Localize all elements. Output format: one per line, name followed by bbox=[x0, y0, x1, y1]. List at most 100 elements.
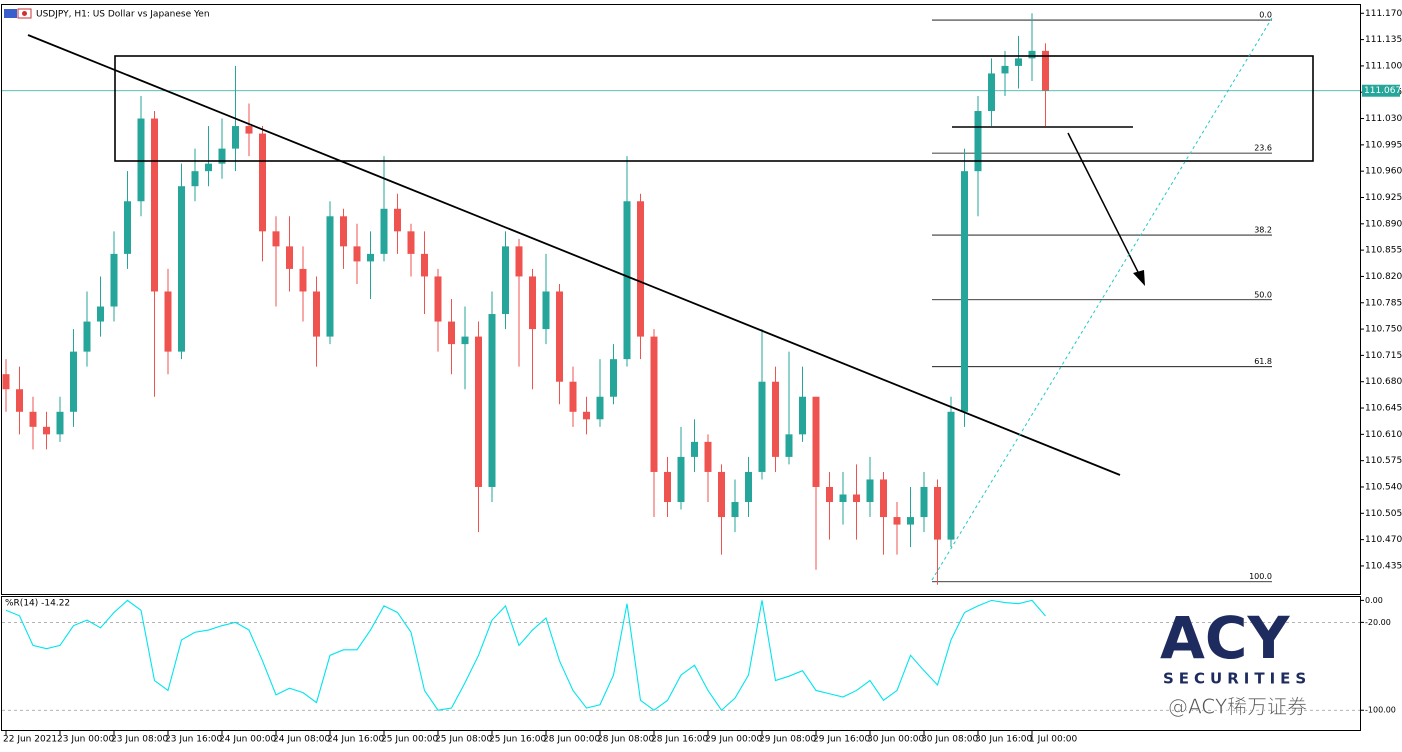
y-tick-label: 110.680 bbox=[1365, 377, 1402, 387]
x-tick-label: 24 Jun 16:00 bbox=[327, 735, 384, 745]
candle-body bbox=[785, 434, 793, 457]
candle-body bbox=[286, 246, 293, 269]
candle-body bbox=[947, 411, 955, 540]
watermark: ACY SECURITIES @ACY稀万证券 bbox=[1160, 604, 1311, 719]
watermark-subtitle: SECURITIES bbox=[1163, 670, 1311, 688]
y-tick-label: 110.435 bbox=[1365, 561, 1402, 571]
candle-body bbox=[191, 171, 199, 187]
candle-body bbox=[407, 231, 415, 254]
candle-body bbox=[124, 201, 131, 254]
x-tick-label: 29 Jun 08:00 bbox=[759, 735, 816, 745]
candle-body bbox=[16, 389, 23, 412]
candle-body bbox=[29, 411, 37, 427]
current-price-tag bbox=[1362, 84, 1400, 97]
candle-body bbox=[839, 494, 847, 503]
fib-level-label: 38.2 bbox=[1254, 226, 1272, 235]
candle-body bbox=[299, 268, 307, 292]
candle-body bbox=[961, 171, 968, 412]
y-tick-label: 110.995 bbox=[1365, 140, 1402, 150]
candle-body bbox=[461, 336, 469, 345]
x-tick-label: 25 Jun 00:00 bbox=[381, 735, 438, 745]
candle-body bbox=[664, 471, 671, 503]
candle-body bbox=[542, 291, 550, 330]
candle-body bbox=[70, 351, 77, 412]
candle-body bbox=[2, 374, 10, 390]
y-tick-label: 110.540 bbox=[1365, 482, 1402, 492]
fib-level-label: 0.0 bbox=[1259, 11, 1272, 20]
candle-body bbox=[43, 426, 50, 435]
y-tick-label: 110.960 bbox=[1365, 167, 1402, 177]
candle-body bbox=[137, 118, 145, 202]
x-tick-label: 29 Jun 16:00 bbox=[813, 735, 870, 745]
x-tick-label: 30 Jun 00:00 bbox=[867, 735, 924, 745]
candle-body bbox=[893, 517, 901, 525]
fib-level-label: 100.0 bbox=[1249, 572, 1272, 581]
x-tick-label: 22 Jun 2021 bbox=[3, 735, 57, 745]
candle-body bbox=[97, 306, 104, 322]
y-tick-label: 110.855 bbox=[1365, 246, 1402, 256]
candle-body bbox=[178, 186, 185, 352]
y-tick-label: 110.645 bbox=[1365, 404, 1402, 414]
candle-body bbox=[974, 111, 982, 172]
y-tick-label: 110.505 bbox=[1365, 509, 1402, 519]
x-tick-label: 23 Jun 00:00 bbox=[57, 735, 114, 745]
candle-body bbox=[799, 396, 806, 435]
candle-body bbox=[488, 314, 496, 487]
y-tick-label: 110.715 bbox=[1365, 351, 1402, 361]
candle-body bbox=[880, 479, 887, 518]
candle-body bbox=[259, 133, 266, 232]
candle-body bbox=[205, 163, 212, 172]
candle-body bbox=[502, 246, 509, 315]
candle-body bbox=[596, 396, 604, 420]
candle-body bbox=[650, 336, 658, 472]
y-tick-label: 110.890 bbox=[1365, 219, 1402, 229]
candle-body bbox=[434, 276, 442, 322]
candle-body bbox=[920, 486, 928, 518]
y-tick-label: -100.00 bbox=[1365, 706, 1396, 715]
candle-body bbox=[704, 441, 712, 472]
y-tick-label: 111.135 bbox=[1365, 35, 1402, 45]
candle-body bbox=[448, 321, 455, 345]
candle-body bbox=[515, 246, 523, 277]
plot-layer: 111.170111.135111.100111.065111.030110.9… bbox=[2, 9, 1402, 745]
candle-body bbox=[1042, 50, 1049, 91]
x-tick-label: 23 Jun 16:00 bbox=[165, 735, 222, 745]
candle-body bbox=[866, 479, 874, 503]
watermark-handle: @ACY稀万证券 bbox=[1168, 695, 1307, 719]
candle-body bbox=[529, 276, 536, 330]
x-tick-label: 1 Jul 00:00 bbox=[1029, 735, 1078, 745]
candle-body bbox=[1001, 65, 1009, 74]
x-tick-label: 30 Jun 16:00 bbox=[975, 735, 1032, 745]
symbol-icon bbox=[4, 8, 32, 19]
candle-body bbox=[151, 118, 158, 292]
x-tick-label: 23 Jun 08:00 bbox=[111, 735, 168, 745]
candle-body bbox=[718, 471, 725, 518]
x-tick-label: 29 Jun 00:00 bbox=[705, 735, 762, 745]
candle-body bbox=[745, 471, 752, 503]
candle-body bbox=[934, 486, 941, 540]
candle-body bbox=[164, 291, 172, 352]
indicator-title: %R(14) -14.22 bbox=[5, 599, 70, 609]
candle-body bbox=[731, 502, 739, 518]
main-panel-frame bbox=[1, 4, 1361, 595]
annotations bbox=[27, 17, 1314, 581]
y-tick-label: 110.470 bbox=[1365, 535, 1402, 545]
candle-body bbox=[637, 201, 644, 337]
y-tick-label: 111.170 bbox=[1365, 9, 1402, 19]
current-price-label: 111.067 bbox=[1364, 86, 1401, 96]
candle-body bbox=[56, 411, 64, 435]
candle-body bbox=[421, 253, 428, 277]
candle-body bbox=[367, 253, 374, 262]
fib-level-label: 23.6 bbox=[1254, 144, 1272, 153]
candle-body bbox=[272, 231, 280, 247]
fib-trend-line bbox=[931, 17, 1273, 581]
arrow-head bbox=[1133, 270, 1145, 286]
y-tick-label: -20.00 bbox=[1365, 618, 1391, 627]
trend-line bbox=[27, 34, 1121, 476]
y-tick-label: 0.00 bbox=[1365, 596, 1383, 605]
candle-body bbox=[353, 246, 361, 262]
y-tick-label: 110.575 bbox=[1365, 456, 1402, 466]
fib-level-label: 50.0 bbox=[1254, 290, 1272, 299]
indicator-panel-frame bbox=[1, 596, 1361, 731]
